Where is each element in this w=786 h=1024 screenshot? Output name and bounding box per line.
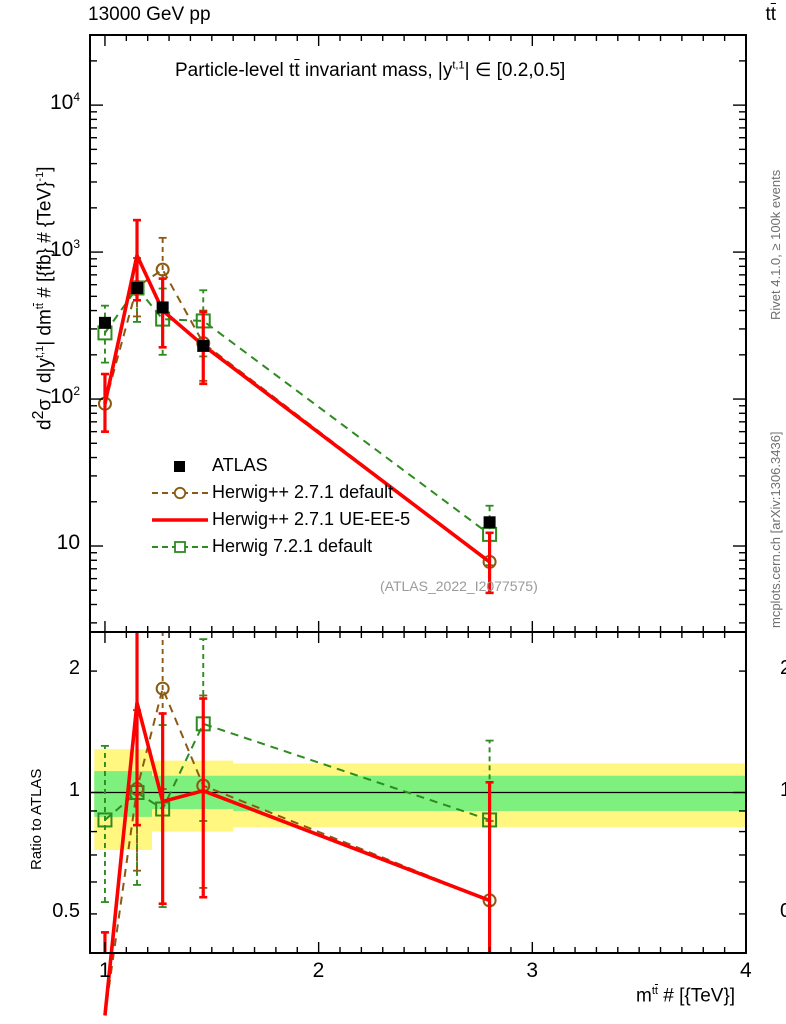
process-label: tt [765, 4, 776, 25]
legend: ATLAS Herwig++ 2.7.1 default Herwig++ 2.… [150, 452, 410, 560]
x-tick-label: 2 [312, 959, 325, 982]
rivet-version-label: Rivet 4.1.0, ≥ 100k events [768, 169, 783, 320]
marker-filled-square [156, 301, 169, 314]
x-tick-label: 3 [526, 959, 538, 982]
legend-entry-herwigpp-ueee5[interactable]: Herwig++ 2.7.1 UE-EE-5 [150, 506, 410, 533]
ratio-tick-label-right: 0.5 [780, 899, 786, 922]
x-axis-label: mtt # [{TeV}] [636, 985, 736, 1007]
y-tick-label: 103 [49, 237, 80, 262]
marker-open-circle [155, 681, 170, 696]
marker-filled-square [98, 316, 111, 329]
marker-filled-square [483, 516, 496, 529]
legend-entry-herwig721[interactable]: Herwig 7.2.1 default [150, 533, 410, 560]
series-line [104, 286, 491, 536]
legend-marker-open-circle [150, 485, 212, 501]
x-tick-label: 1 [98, 959, 111, 982]
watermark-label: (ATLAS_2022_I2077575) [380, 578, 538, 594]
y-tick-label: 102 [49, 384, 80, 409]
plot-title: Particle-level tt invariant mass, |yt,1|… [175, 59, 566, 81]
main-series-atlas [98, 281, 496, 529]
ratio-series-herwig-2-7-1-ue-ee-5 [100, 632, 494, 1016]
ratio-tick-label-right: 1 [780, 778, 786, 801]
ratio-tick-label-right: 2 [780, 657, 786, 680]
legend-label-herwig721: Herwig 7.2.1 default [212, 536, 373, 556]
legend-label-herwigpp-ueee5: Herwig++ 2.7.1 UE-EE-5 [212, 509, 411, 529]
beam-energy-label: 13000 GeV pp [88, 4, 211, 25]
marker-filled-square [197, 339, 210, 352]
ratio-axis-label: Ratio to ATLAS [28, 768, 45, 870]
y-tick-label: 104 [49, 90, 80, 115]
ratio-tick-label: 2 [68, 657, 80, 680]
ratio-band-inner [94, 771, 746, 817]
legend-entry-atlas[interactable]: ATLAS [150, 452, 410, 479]
marker-open-square [97, 812, 113, 828]
mcplots-label: mcplots.cern.ch [arXiv:1306.3436] [768, 431, 783, 628]
legend-label-herwigpp-default: Herwig++ 2.7.1 default [212, 482, 394, 502]
legend-marker-solid-line [150, 512, 212, 528]
ratio-tick-label: 1 [68, 778, 80, 801]
series-line [103, 702, 491, 1016]
y-tick-label: 10 [56, 531, 80, 555]
x-tick-label: 4 [740, 959, 752, 982]
legend-entry-herwigpp-default[interactable]: Herwig++ 2.7.1 default [150, 479, 410, 506]
legend-marker-filled-square [150, 458, 212, 474]
marker-open-circle [155, 262, 170, 277]
marker-filled-square [131, 281, 144, 294]
ratio-tick-label: 0.5 [52, 899, 80, 922]
legend-marker-open-square [150, 539, 212, 555]
legend-label-atlas: ATLAS [212, 455, 268, 475]
